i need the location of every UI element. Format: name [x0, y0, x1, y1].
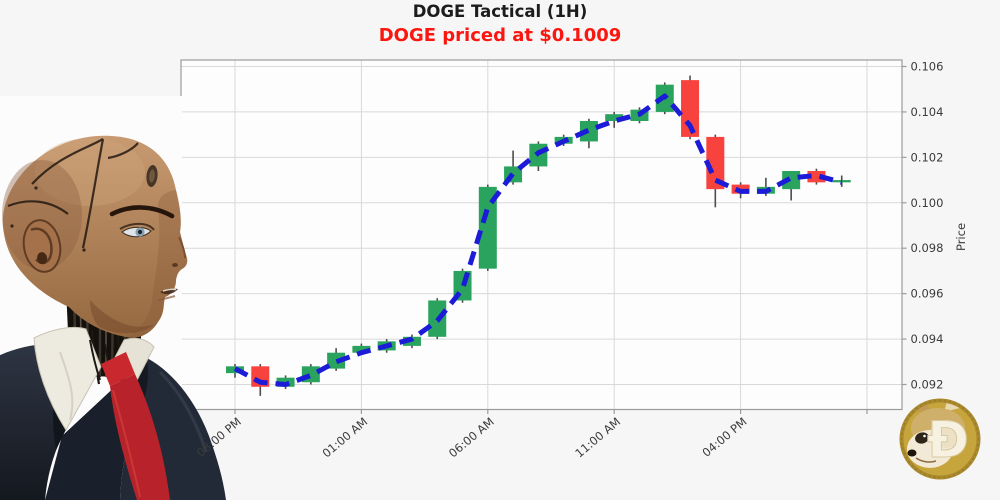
price-subtitle: DOGE priced at $0.1009: [378, 25, 622, 46]
candle-body: [782, 170, 801, 190]
candle-body: [352, 345, 371, 353]
plot-area: [181, 60, 902, 410]
nostril: [172, 263, 178, 267]
red-tie: [101, 352, 170, 500]
shirt-collar: [33, 326, 155, 431]
moving-average-line: [233, 93, 843, 387]
eyebrow: [109, 205, 175, 219]
doge-letter: Đ: [927, 411, 969, 469]
robot-head: [2, 135, 188, 338]
candle-body: [706, 136, 725, 190]
y-tick-label: 0.104: [911, 105, 944, 119]
y-tick-label: 0.094: [911, 332, 944, 346]
y-tick-label: 0.096: [911, 287, 944, 301]
candle-body: [605, 114, 624, 122]
y-axis-label: Price: [954, 223, 968, 251]
y-tick-label: 0.106: [911, 59, 944, 73]
candle-body: [478, 186, 497, 269]
y-tick-label: 0.098: [911, 241, 944, 255]
skull-seams: [7, 138, 139, 249]
y-tick-label: 0.102: [911, 150, 944, 164]
candle-body: [807, 170, 826, 183]
chart-title: DOGE Tactical (1H): [412, 2, 588, 21]
dog-nose: [907, 449, 917, 457]
mouth: [157, 288, 178, 301]
y-tick-label: 0.100: [911, 196, 944, 210]
robot-ear: [22, 219, 62, 273]
robot-skull: [2, 135, 188, 338]
forehead-sensor: [146, 165, 158, 187]
y-tick-label: 0.092: [911, 378, 944, 392]
robot-eye: [119, 222, 155, 238]
candle-body: [579, 121, 598, 142]
